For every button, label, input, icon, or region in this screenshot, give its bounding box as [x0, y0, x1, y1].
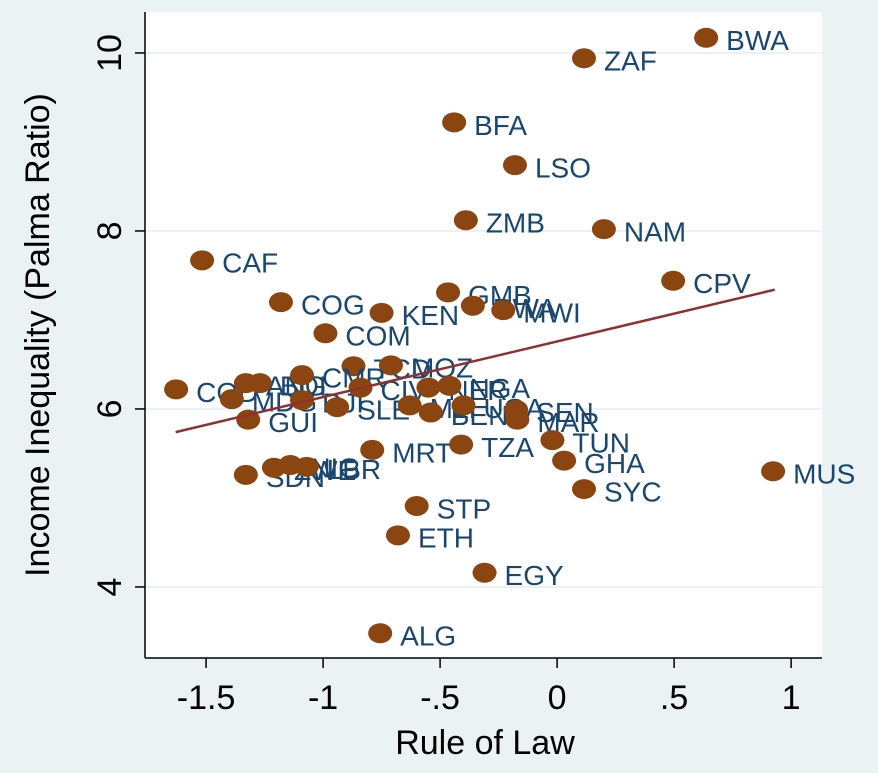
point-label: CAF: [222, 248, 278, 279]
point-label: SYC: [604, 476, 662, 507]
point: [451, 395, 476, 416]
point-label: BFA: [474, 110, 527, 141]
point: [453, 210, 478, 231]
point-label: LBR: [327, 454, 381, 485]
point: [502, 155, 527, 176]
point: [404, 495, 429, 516]
x-tick-label: .5: [660, 679, 688, 717]
fit-line: [175, 288, 776, 434]
point: [472, 562, 497, 583]
point: [385, 525, 410, 546]
point-label: COG: [301, 290, 365, 321]
point: [247, 373, 272, 394]
point-label: LSO: [535, 152, 591, 183]
point-label: STP: [437, 493, 491, 524]
point: [552, 450, 577, 471]
point: [661, 270, 686, 291]
point-label: NAM: [624, 217, 686, 248]
point: [360, 439, 385, 460]
point: [505, 409, 530, 430]
point-label: ALG: [400, 621, 456, 652]
point: [397, 395, 422, 416]
point: [164, 379, 189, 400]
point: [369, 302, 394, 323]
point: [442, 112, 467, 133]
point-label: GHA: [584, 448, 645, 479]
x-tick-label: 0: [548, 679, 567, 717]
point-label: CPV: [693, 268, 751, 299]
point: [325, 397, 350, 418]
point-label: MRT: [392, 437, 452, 468]
point: [313, 323, 338, 344]
point: [436, 282, 461, 303]
point-label: ZAF: [604, 46, 657, 77]
x-tick-label: -.5: [420, 679, 460, 717]
point: [190, 250, 215, 271]
point: [341, 356, 366, 377]
y-tick-label: 10: [91, 34, 129, 72]
plot-area: [145, 12, 822, 658]
point-label: ZMB: [486, 208, 545, 239]
point: [268, 292, 293, 313]
point-label: EGY: [505, 560, 564, 591]
point: [540, 430, 565, 451]
x-axis-title: Rule of Law: [395, 724, 575, 762]
point: [460, 295, 485, 316]
point-label: KEN: [402, 300, 460, 331]
point-label: GUI: [268, 407, 318, 438]
point: [591, 219, 616, 240]
point-label: TZA: [481, 432, 534, 463]
point: [233, 464, 258, 485]
x-tick-label: 1: [782, 679, 801, 717]
point-label: MWI: [523, 298, 581, 329]
point: [437, 375, 462, 396]
point-label: COM: [345, 321, 410, 352]
x-tick-label: -1: [308, 679, 338, 717]
y-axis-title: Income Inequality (Palma Ratio): [19, 93, 57, 577]
y-tick-label: 8: [91, 221, 129, 240]
point: [416, 377, 441, 398]
point-label: MUS: [793, 459, 855, 490]
point: [761, 461, 786, 482]
point-label: NGA: [469, 373, 530, 404]
point: [290, 365, 315, 386]
point: [491, 300, 516, 321]
point-label: SEN: [536, 397, 594, 428]
y-tick-label: 4: [91, 578, 129, 597]
x-tick-label: -1.5: [177, 679, 236, 717]
point: [290, 390, 315, 411]
point: [694, 27, 719, 48]
point: [378, 355, 403, 376]
point: [572, 48, 597, 69]
point: [368, 623, 393, 644]
y-tick-label: 6: [91, 400, 129, 419]
point: [219, 389, 244, 410]
point-label: BWA: [726, 25, 789, 56]
point-label: TUN: [572, 428, 630, 459]
point: [294, 456, 319, 477]
point: [449, 434, 474, 455]
point: [418, 402, 443, 423]
point: [572, 479, 597, 500]
point-label: ETH: [418, 523, 474, 554]
